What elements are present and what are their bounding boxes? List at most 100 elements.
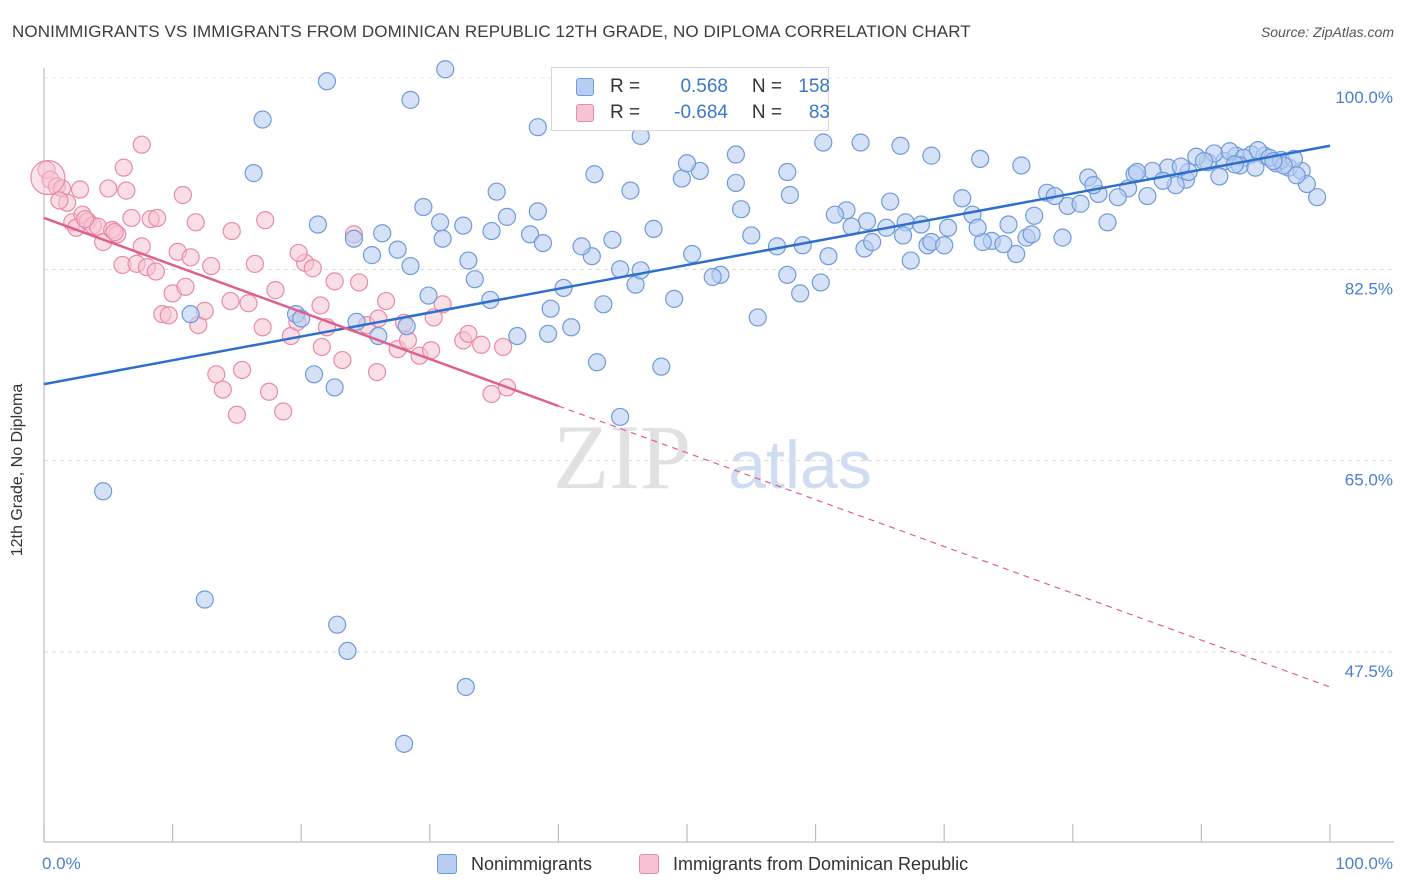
nonimmigrant-point: [1138, 186, 1157, 206]
nonimmigrant-point: [891, 136, 910, 155]
nonimmigrant-point: [181, 305, 200, 324]
immigrant-point: [259, 382, 279, 401]
bottom-legend-label: Nonimmigrants: [471, 853, 593, 874]
nonimmigrant-point: [419, 286, 438, 305]
nonimmigrant-point: [938, 218, 958, 237]
series-immigrants-points: [30, 135, 517, 424]
nonimmigrant-point: [1098, 213, 1117, 232]
immigrant-point: [311, 296, 330, 315]
trend-line-nonimmigrants: [43, 144, 1331, 386]
nonimmigrant-point: [1025, 206, 1044, 225]
nonimmigrant-point: [456, 677, 475, 697]
nonimmigrant-point: [611, 407, 630, 427]
immigrant-point-cluster: [30, 159, 66, 196]
nonimmigrant-point: [414, 197, 433, 217]
nonimmigrant-point: [1012, 156, 1031, 175]
nonimmigrant-point: [672, 169, 691, 188]
nonimmigrant-point: [863, 232, 882, 252]
nonimmigrant-point: [465, 270, 484, 289]
nonimmigrant-point: [454, 216, 473, 235]
nonimmigrant-point: [726, 173, 745, 193]
nonimmigrant-point: [1210, 167, 1229, 186]
nonimmigrant-point: [304, 365, 324, 384]
nonimmigrant-point: [459, 251, 478, 270]
immigrant-point: [173, 185, 192, 205]
nonimmigrant-point: [971, 149, 990, 169]
nonimmigrant-point: [968, 218, 987, 237]
nonimmigrant-point: [819, 247, 838, 266]
nonimmigrant-point: [344, 229, 364, 248]
nonimmigrant-point: [631, 261, 650, 280]
nonimmigrant-point: [778, 265, 797, 284]
nonimmigrant-point: [1308, 188, 1327, 207]
nonimmigrant-point: [497, 207, 517, 226]
immigrant-point: [221, 291, 240, 311]
legend-n-label: N =: [751, 76, 782, 97]
nonimmigrant-point: [430, 213, 450, 232]
immigrant-point: [222, 221, 241, 241]
trend-line-immigrants: [43, 216, 559, 408]
nonimmigrant-point: [373, 224, 392, 243]
nonimmigrant-point: [1007, 244, 1026, 264]
nonimmigrant-point: [585, 165, 604, 184]
nonimmigrant-point: [1108, 188, 1127, 207]
nonimmigrant-point: [677, 154, 697, 173]
y-tick-label: 82.5%: [1345, 279, 1393, 298]
nonimmigrant-point: [1171, 157, 1190, 176]
legend-n-label: N =: [751, 102, 782, 123]
immigrant-point: [114, 158, 133, 177]
legend-r-label: R =: [610, 76, 641, 97]
nonimmigrant-point: [703, 267, 722, 287]
immigrant-point: [472, 335, 491, 354]
immigrant-point: [132, 135, 151, 154]
correlation-legend: R = 0.568 N = 158 R = -0.684 N = 83: [551, 67, 830, 131]
axes: [43, 68, 1394, 843]
immigrant-point: [76, 209, 95, 229]
immigrant-point: [239, 294, 258, 313]
legend-n-value: 83: [808, 102, 830, 123]
immigrant-point: [181, 248, 200, 267]
immigrant-point: [70, 180, 90, 199]
nonimmigrant-point: [388, 240, 407, 259]
nonimmigrant-point: [328, 615, 347, 634]
y-axis-label: 12th Grade, No Diploma: [9, 383, 26, 557]
immigrant-point: [105, 223, 124, 242]
nonimmigrant-point: [994, 235, 1013, 254]
nonimmigrant-point: [999, 215, 1018, 234]
nonimmigrant-point: [482, 221, 501, 241]
bottom-legend-nonimmigrants: Nonimmigrants: [437, 852, 592, 876]
legend-swatch-pink: [576, 104, 594, 122]
legend-r-label: R =: [610, 102, 641, 123]
nonimmigrant-point: [814, 133, 833, 152]
nonimmigrant-point: [780, 185, 799, 205]
nonimmigrant-point: [731, 200, 751, 219]
legend-swatch-blue: [576, 78, 594, 96]
nonimmigrant-point: [953, 189, 972, 208]
bottom-legend-label: Immigrants from Dominican Republic: [673, 853, 969, 874]
nonimmigrant-point: [541, 299, 560, 318]
nonimmigrant-point: [1287, 166, 1306, 185]
nonimmigrant-point: [726, 145, 745, 164]
nonimmigrant-point: [362, 246, 382, 265]
nonimmigrant-point: [911, 215, 931, 234]
immigrant-point: [459, 324, 478, 343]
bottom-legend-swatch-blue: [437, 854, 457, 874]
immigrant-point: [303, 259, 322, 278]
immigrant-point: [376, 291, 396, 311]
immigrant-point: [99, 179, 118, 198]
nonimmigrant-point: [881, 192, 900, 211]
nonimmigrant-point: [436, 60, 455, 79]
nonimmigrant-point: [935, 236, 954, 255]
watermark: ZIP atlas: [553, 406, 872, 508]
nonimmigrant-point: [901, 251, 920, 270]
immigrant-point: [207, 365, 226, 384]
nonimmigrant-point: [742, 226, 761, 245]
bottom-legend-immigrants: Immigrants from Dominican Republic: [639, 852, 968, 876]
immigrant-point: [213, 380, 232, 399]
nonimmigrant-point: [1053, 228, 1072, 247]
immigrant-point: [202, 256, 221, 276]
legend-row-nonimmigrants: R = 0.568 N = 158: [576, 75, 830, 99]
nonimmigrant-point: [325, 378, 344, 397]
y-tick-label: 47.5%: [1345, 662, 1393, 681]
